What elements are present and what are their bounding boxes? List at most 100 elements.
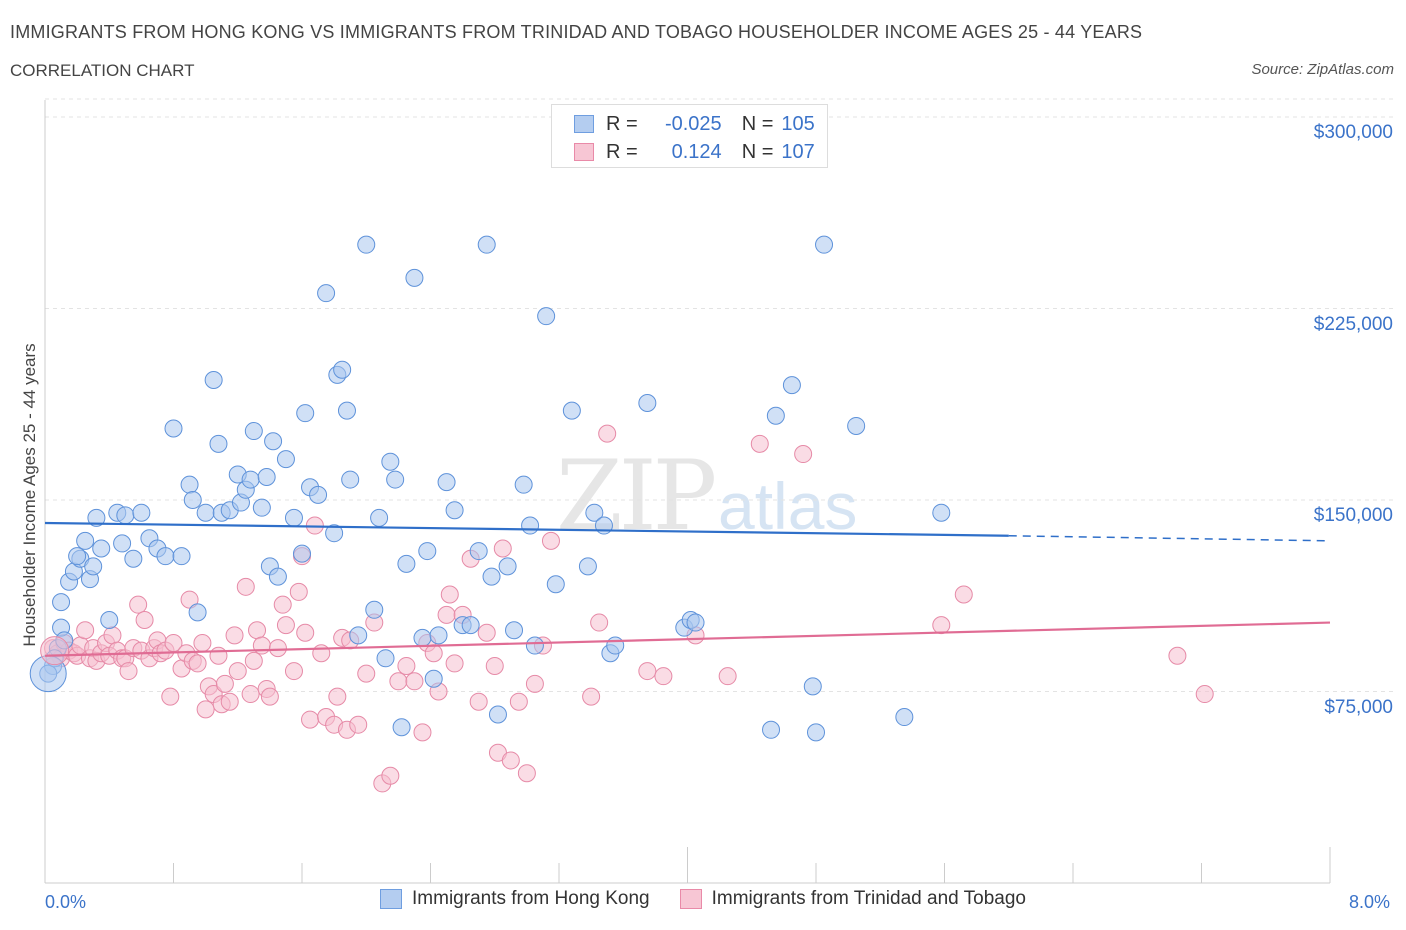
data-point-trinidad (582, 687, 601, 706)
data-point-trinidad-cluster (40, 636, 70, 666)
data-point-trinidad (397, 656, 416, 675)
legend-r-label: R = (606, 112, 638, 135)
data-point-hong-kong (333, 360, 352, 379)
data-point-trinidad (273, 595, 292, 614)
data-point-trinidad (260, 687, 279, 706)
data-point-trinidad (135, 611, 154, 630)
data-point-hong-kong (578, 557, 597, 576)
data-point-trinidad (718, 667, 737, 686)
data-point-trinidad (517, 764, 536, 783)
data-point-hong-kong (932, 503, 951, 522)
stats-legend: R = -0.025 N = 105 R = 0.124 N = 107 (551, 104, 828, 168)
data-point-hong-kong (156, 547, 175, 566)
series-legend: Immigrants from Hong Kong Immigrants fro… (0, 888, 1406, 910)
data-point-hong-kong (84, 557, 103, 576)
data-point-hong-kong (815, 235, 834, 254)
data-point-trinidad (424, 644, 443, 663)
data-point-hong-kong (525, 636, 544, 655)
data-point-hong-kong (209, 434, 228, 453)
data-point-hong-kong (252, 498, 271, 517)
data-point-hong-kong (257, 468, 276, 487)
data-point-hong-kong (268, 567, 287, 586)
data-point-trinidad (469, 692, 488, 711)
data-point-trinidad (312, 644, 331, 663)
data-point-hong-kong (638, 393, 657, 412)
legend-n-value: 105 (781, 112, 815, 135)
data-point-trinidad (750, 434, 769, 453)
data-point-trinidad (119, 662, 138, 681)
data-point-trinidad (180, 590, 199, 609)
data-point-hong-kong (847, 416, 866, 435)
legend-item-hong-kong[interactable]: Immigrants from Hong Kong (380, 888, 650, 910)
data-point-hong-kong (309, 485, 328, 504)
data-point-trinidad (236, 577, 255, 596)
data-point-trinidad (485, 656, 504, 675)
data-point-hong-kong (461, 616, 480, 635)
source-label: Source: ZipAtlas.com (1251, 61, 1394, 78)
data-point-hong-kong (341, 470, 360, 489)
trend-line-hong-kong-extension (1008, 534, 1331, 542)
data-point-trinidad (654, 667, 673, 686)
data-point-trinidad (638, 662, 657, 681)
data-point-hong-kong (397, 554, 416, 573)
data-point-hong-kong (469, 542, 488, 561)
data-point-trinidad (598, 424, 617, 443)
data-point-hong-kong (204, 370, 223, 389)
data-point-hong-kong (337, 401, 356, 420)
legend-n-label: N = (741, 112, 774, 135)
data-point-trinidad (349, 715, 368, 734)
data-point-trinidad (932, 616, 951, 635)
data-point-trinidad (228, 662, 247, 681)
legend-swatch-blue (574, 115, 594, 133)
trend-line-hong-kong (44, 521, 1009, 537)
data-point-hong-kong (505, 621, 524, 640)
data-point-trinidad (248, 621, 267, 640)
data-point-trinidad (193, 633, 212, 652)
data-point-trinidad (954, 585, 973, 604)
data-point-trinidad (209, 646, 228, 665)
data-point-trinidad (129, 595, 148, 614)
data-point-trinidad (301, 710, 320, 729)
y-tick-label: $225,000 (1313, 314, 1393, 335)
data-point-trinidad (389, 672, 408, 691)
data-point-hong-kong (477, 235, 496, 254)
data-point-hong-kong (180, 475, 199, 494)
data-point-hong-kong (381, 452, 400, 471)
legend-swatch-pink (574, 143, 594, 161)
data-point-trinidad (590, 613, 609, 632)
data-point-hong-kong (562, 401, 581, 420)
data-point-trinidad (215, 674, 234, 693)
data-point-hong-kong (386, 470, 405, 489)
data-point-hong-kong (116, 506, 135, 525)
x-tick-label-max: 8.0% (1349, 892, 1391, 912)
data-point-hong-kong (405, 268, 424, 287)
data-point-hong-kong (349, 626, 368, 645)
data-point-hong-kong (782, 376, 801, 395)
data-point-hong-kong (188, 603, 207, 622)
data-point-hong-kong (87, 508, 106, 527)
data-point-trinidad (794, 445, 813, 464)
data-point-hong-kong (164, 419, 183, 438)
data-point-hong-kong (370, 508, 389, 527)
data-point-hong-kong (124, 549, 143, 568)
legend-label-hong-kong: Immigrants from Hong Kong (412, 888, 650, 909)
data-point-trinidad (445, 654, 464, 673)
data-point-hong-kong (762, 720, 781, 739)
data-point-trinidad (501, 751, 520, 770)
data-point-hong-kong (546, 575, 565, 594)
data-point-hong-kong (241, 470, 260, 489)
data-point-hong-kong (196, 503, 215, 522)
data-point-hong-kong (100, 611, 119, 630)
data-point-hong-kong (429, 626, 448, 645)
data-point-hong-kong (92, 539, 111, 558)
data-point-hong-kong (585, 503, 604, 522)
chart-title: IMMIGRANTS FROM HONG KONG VS IMMIGRANTS … (10, 22, 1143, 42)
data-point-hong-kong (276, 450, 295, 469)
legend-item-trinidad[interactable]: Immigrants from Trinidad and Tobago (679, 888, 1026, 910)
data-point-hong-kong (445, 501, 464, 520)
legend-n-value: 107 (781, 140, 815, 163)
data-point-trinidad (440, 585, 459, 604)
legend-n-label: N = (741, 140, 774, 163)
data-point-trinidad (244, 651, 263, 670)
